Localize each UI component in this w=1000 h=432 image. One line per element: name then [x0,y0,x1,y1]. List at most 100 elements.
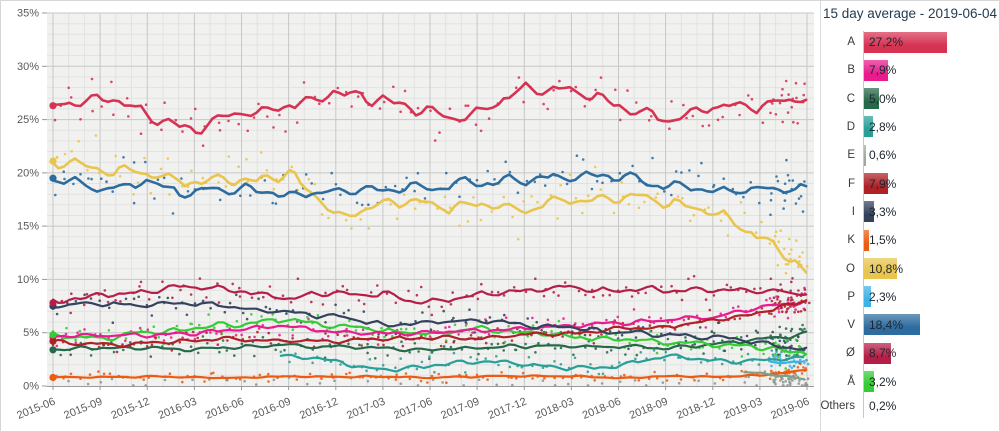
series-line-A [51,81,808,135]
legend-bar [864,31,947,53]
legend-label: D [846,121,855,134]
x-tick-label: 2015-06 [15,396,57,422]
y-tick-label: 20% [17,167,39,179]
legend-bar [864,172,889,194]
average-lines [51,81,808,381]
legend-row-O: O 10,8% [821,254,999,282]
legend-row-V: V 18,4% [821,311,999,339]
legend-row-F: F 7,9% [821,169,999,197]
election-dot-V [49,174,57,182]
series-line-E [743,371,806,381]
scatter-Ø [51,274,811,317]
election-dot-Å [49,331,57,339]
legend-row-I: I 3,3% [821,198,999,226]
legend-label: B [847,64,855,77]
legend-value: 10,8% [869,261,904,276]
legend-row-B: B 7,9% [821,56,999,84]
average-panel: 15 day average - 2019-06-04 A 27,2% B 7,9% C… [820,1,999,431]
legend-row-Ø: Ø 8,7% [821,339,999,367]
election-dot-K [49,373,57,382]
series-line-F [51,299,808,348]
legend-label: I [851,205,855,218]
x-tick-label: 2016-12 [298,396,340,422]
y-tick-label: 5% [23,327,39,339]
series-line-D [279,353,805,373]
legend-bar [864,257,897,279]
x-tick-label: 2016-06 [204,396,246,422]
scatter-Others [55,374,810,387]
legend-value: 2,8% [869,120,897,135]
y-tick-label: 15% [17,221,39,233]
x-tick-label: 2018-09 [628,396,670,422]
legend-bar [864,88,880,110]
series-line-I [51,300,808,351]
legend-bar [864,59,889,81]
x-tick-label: 2015-12 [109,396,151,422]
legend-row-E: E 0,6% [821,141,999,169]
legend-bar [864,201,875,223]
x-tick-label: 2017-03 [345,396,387,422]
y-tick-label: 25% [17,114,39,126]
series-line-Ø [51,284,808,305]
legend-value: 3,3% [869,204,897,219]
legend-value: 27,2% [869,35,904,50]
legend-label: O [846,262,855,275]
election-dot-F [49,337,57,345]
y-tick-label: 30% [17,61,39,73]
y-tick-label: 0% [23,381,39,393]
legend-label: K [847,234,855,247]
legend-label: C [846,92,855,105]
legend-bar [864,116,873,138]
legend-value: 1,5% [869,233,897,248]
legend-bar [864,229,869,251]
series-line-Å [51,318,808,356]
scatter-I [51,292,806,365]
legend-bar [864,314,921,336]
legend-value: 8,7% [869,346,897,361]
x-tick-label: 2015-09 [62,396,104,422]
time-series-chart: 0% 5% 10% 15% 20% 25% 30% 35% 2015-06 2015-09 2015… [15,8,814,422]
legend-row-A: A 27,2% [821,28,999,56]
x-tick-label: 2019-06 [769,396,811,422]
legend-row-Others: Others 0,2% [820,394,999,418]
legend-label: F [847,177,855,190]
series-line-C [51,330,808,353]
x-tick-label: 2018-03 [534,396,576,422]
legend-row-D: D 2,8% [821,113,999,141]
legend-bar [864,144,866,166]
x-tick-label: 2019-03 [722,396,764,422]
panel-title: 15 day average - 2019-06-04 [822,6,998,21]
x-tick-label: 2017-06 [392,396,434,422]
x-tick-label: 2018-06 [581,396,623,422]
legend-label: A [847,36,855,49]
series-line-V [51,170,808,199]
chart-area: 0% 5% 10% 15% 20% 25% 30% 35% 2015-06 2015-09 2015… [1,1,820,431]
legend-value: 2,3% [869,289,897,304]
legend-value: 0,6% [869,148,897,163]
election-result-dots [49,102,57,382]
legend-value: 18,4% [869,318,904,333]
grid-major [47,12,814,386]
x-tick-label: 2018-12 [675,396,717,422]
series-line-B [51,299,808,339]
legend-bar [864,342,891,364]
legend-axis-line [863,31,864,418]
x-tick-label: 2017-09 [439,396,481,422]
legend-label: Å [847,375,855,388]
legend-row-K: K 1,5% [821,226,999,254]
legend-label: E [847,149,855,162]
legend-value: 7,9% [869,176,897,191]
series-line-K [51,369,808,380]
legend-value: 3,2% [869,374,897,389]
legend-value: 0,2% [869,398,897,413]
legend-value: 7,9% [869,63,897,78]
legend-label: P [847,290,855,303]
legend-bar [864,286,871,308]
legend-row-P: P 2,3% [821,283,999,311]
legend-bar [864,371,874,393]
election-dot-O [49,157,57,165]
axes [42,12,814,390]
legend-row-C: C 5,0% [821,85,999,113]
legend-value: 5,0% [869,91,897,106]
